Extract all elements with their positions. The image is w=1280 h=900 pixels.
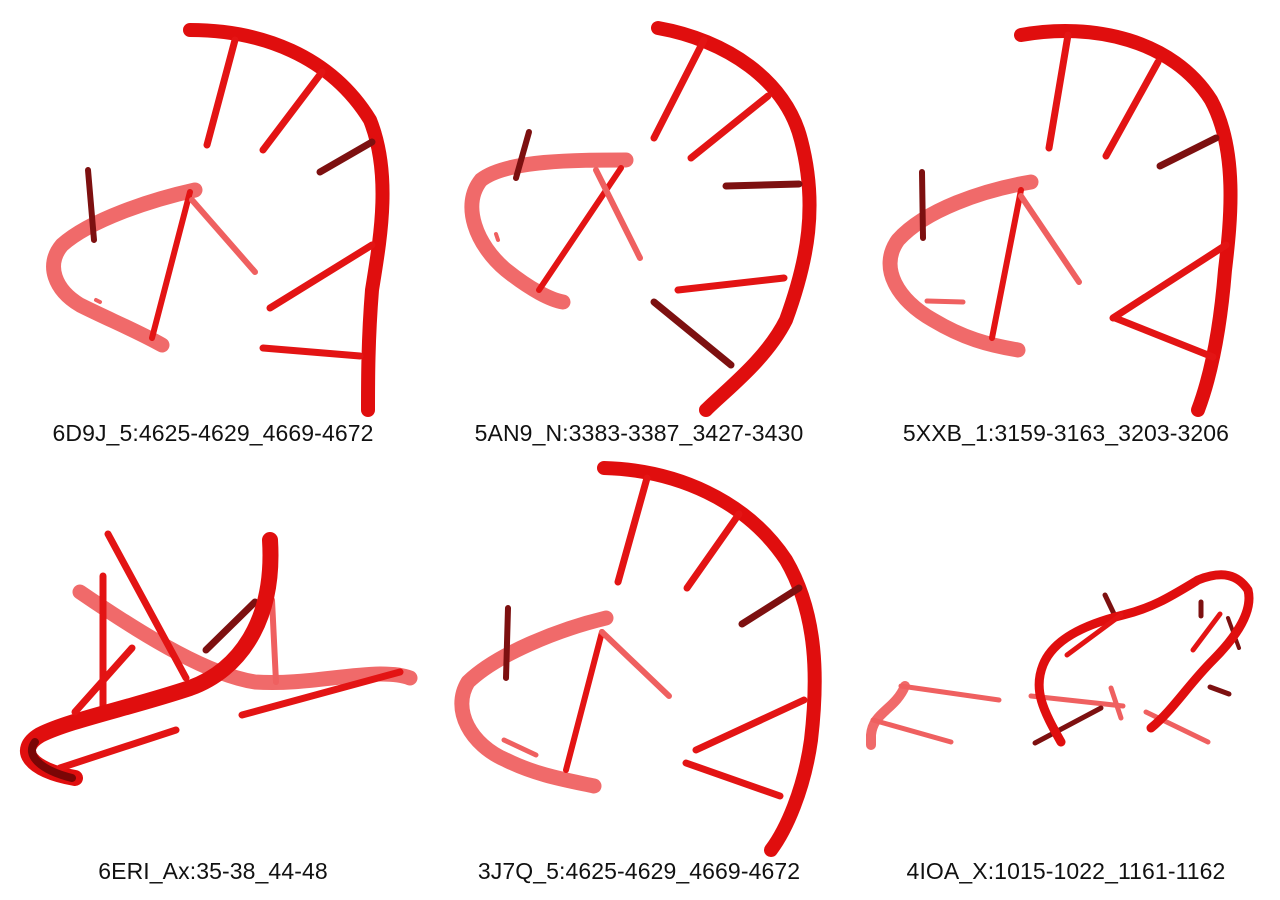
structure-label-3: 5XXB_1:3159-3163_3203-3206	[902, 420, 1230, 446]
structure-panel-4: 6ERI_Ax:35-38_44-48	[0, 450, 426, 900]
rna-structure-render-2	[464, 21, 817, 417]
structure-panel-5: 3J7Q_5:4625-4629_4669-4672	[426, 450, 852, 900]
structure-label-2: 5AN9_N:3383-3387_3427-3430	[474, 420, 804, 446]
structure-label-1: 6D9J_5:4625-4629_4669-4672	[52, 420, 374, 446]
structure-panel-2: 5AN9_N:3383-3387_3427-3430	[426, 0, 852, 450]
rna-structure-render-1	[46, 23, 390, 417]
structure-panel-6: 4IOA_X:1015-1022_1161-1162	[853, 450, 1279, 900]
structure-label-6: 4IOA_X:1015-1022_1161-1162	[906, 858, 1226, 884]
structure-label-5: 3J7Q_5:4625-4629_4669-4672	[477, 858, 801, 884]
rna-structure-render-6	[866, 570, 1254, 750]
structure-panel-1: 6D9J_5:4625-4629_4669-4672	[0, 0, 426, 450]
rna-structure-render-5	[454, 461, 822, 857]
rna-structure-render-3	[882, 24, 1238, 417]
structure-label-4: 6ERI_Ax:35-38_44-48	[98, 858, 328, 884]
rna-structure-render-4	[20, 530, 418, 786]
structure-panel-3: 5XXB_1:3159-3163_3203-3206	[853, 0, 1279, 450]
